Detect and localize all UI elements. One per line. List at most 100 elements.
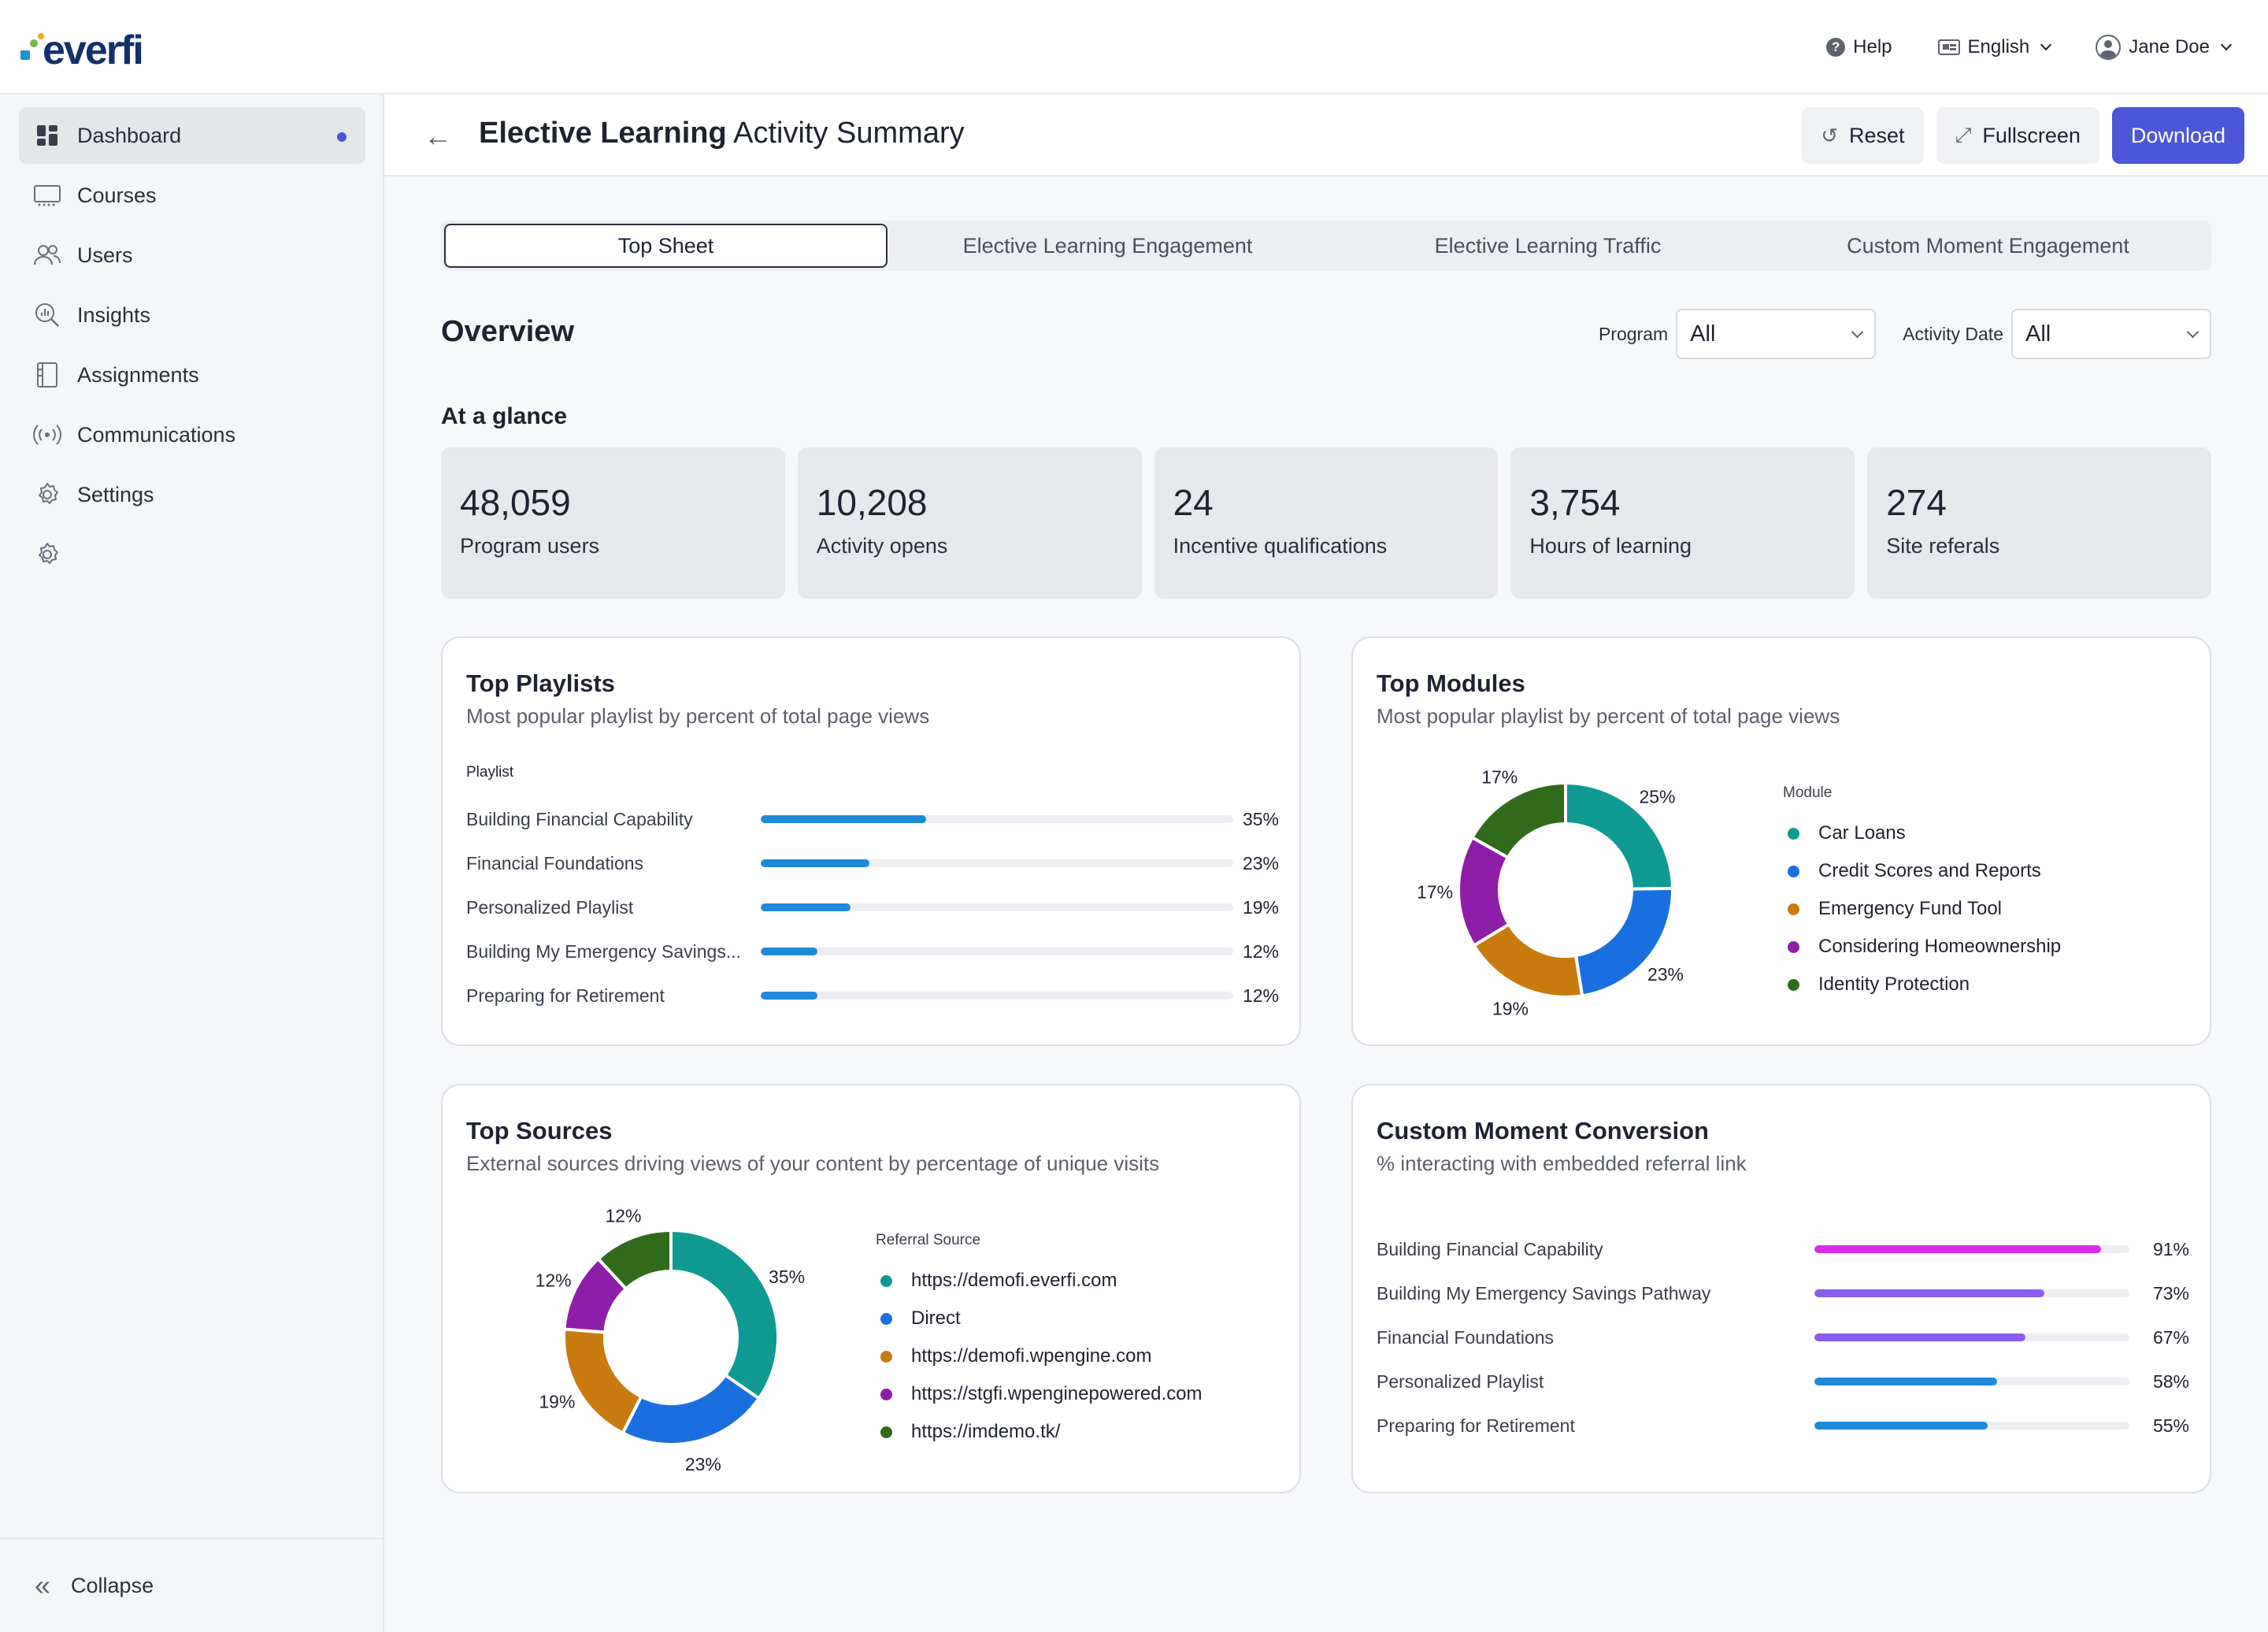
- bar-row: Personalized Playlist 19%: [466, 885, 1279, 929]
- stat-label: Program users: [460, 534, 600, 558]
- download-button[interactable]: Download: [2111, 107, 2244, 164]
- legend-label: Direct: [911, 1307, 961, 1329]
- sources-legend: Referral Source https://demofi.everfi.co…: [876, 1232, 1203, 1451]
- donut-slice[interactable]: [562, 1327, 643, 1436]
- bar-label: Building Financial Capability: [1377, 1238, 1603, 1259]
- tab-elective-learning-traffic[interactable]: Elective Learning Traffic: [1434, 233, 1662, 258]
- activity-date-select-value: All: [2025, 321, 2051, 347]
- bar-fill: [1814, 1245, 2101, 1253]
- bar-track: [1814, 1333, 2129, 1341]
- sidebar-nav: Dashboard Courses Users Insights Assi: [19, 107, 365, 586]
- sidebar-item-assignments[interactable]: Assignments: [19, 347, 365, 403]
- bar-label: Building Financial Capability: [466, 808, 693, 829]
- stat-card-activity-opens: 10,208 Activity opens: [797, 447, 1142, 599]
- stat-cards: 48,059 Program users 10,208 Activity ope…: [441, 447, 2211, 599]
- help-icon: ?: [1826, 38, 1846, 57]
- sidebar-item-users[interactable]: Users: [19, 227, 365, 284]
- collapse-button[interactable]: « Collapse: [0, 1537, 383, 1632]
- download-label: Download: [2130, 123, 2225, 147]
- slice-label: 25%: [1639, 787, 1675, 807]
- dashboard-icon: [33, 121, 61, 150]
- legend-label: https://demofi.everfi.com: [911, 1270, 1117, 1291]
- donut-slice[interactable]: [669, 1228, 780, 1401]
- bar-fill: [1814, 1289, 2044, 1297]
- bar-fill: [761, 903, 850, 911]
- stat-label: Hours of learning: [1529, 534, 1692, 558]
- overview-heading: Overview: [441, 315, 574, 348]
- card-subtitle: External sources driving views of your c…: [466, 1152, 1160, 1175]
- back-arrow-icon[interactable]: ←: [424, 120, 452, 152]
- stat-card-site-referals: 274 Site referals: [1867, 447, 2211, 599]
- legend-label: https://demofi.wpengine.com: [911, 1345, 1152, 1367]
- bar-row: Financial Foundations 23%: [466, 841, 1279, 885]
- sidebar-item-label: Insights: [77, 302, 151, 327]
- user-menu[interactable]: Jane Doe: [2096, 35, 2233, 60]
- donut-slice[interactable]: [1469, 781, 1567, 860]
- donut-slice[interactable]: [621, 1373, 762, 1446]
- bar-track: [1814, 1422, 2129, 1430]
- stat-value: 24: [1173, 482, 1214, 523]
- tab-elective-learning-engagement[interactable]: Elective Learning Engagement: [962, 233, 1253, 258]
- filters: Program All Activity Date All: [1599, 309, 2211, 359]
- stat-value: 48,059: [460, 482, 571, 523]
- at-a-glance-heading: At a glance: [441, 403, 568, 429]
- donut-slice[interactable]: [1573, 886, 1674, 998]
- bar-track: [1814, 1289, 2129, 1297]
- slice-label: 23%: [1647, 964, 1684, 985]
- bar-label: Building My Emergency Savings...: [466, 940, 741, 962]
- sidebar-item-label: Settings: [77, 482, 154, 506]
- bar-row: Building My Emergency Savings... 12%: [466, 929, 1279, 974]
- top-modules-card: Top Modules Most popular playlist by per…: [1351, 636, 2211, 1046]
- logo-text: everfi: [43, 28, 144, 73]
- activity-date-filter-label: Activity Date: [1903, 323, 2003, 344]
- sidebar-item-dashboard[interactable]: Dashboard: [19, 107, 365, 164]
- sidebar-item-courses[interactable]: Courses: [19, 167, 365, 224]
- sidebar-item-settings[interactable]: Settings: [19, 466, 365, 523]
- card-title: Top Playlists: [466, 669, 615, 697]
- card-title: Custom Moment Conversion: [1377, 1117, 1709, 1144]
- reset-button[interactable]: ↺ Reset: [1802, 107, 1924, 164]
- legend-item: https://demofi.everfi.com: [876, 1262, 1203, 1300]
- bar-value: 23%: [1242, 852, 1279, 873]
- sidebar-item-communications[interactable]: Communications: [19, 406, 365, 463]
- slice-label: 23%: [685, 1454, 721, 1471]
- help-link[interactable]: ? Help: [1826, 36, 1892, 58]
- stat-value: 274: [1886, 482, 1947, 523]
- bar-row: Preparing for Retirement 12%: [466, 974, 1279, 1018]
- program-select[interactable]: All: [1676, 309, 1877, 359]
- sidebar-item-insights[interactable]: Insights: [19, 287, 365, 343]
- card-subtitle: Most popular playlist by percent of tota…: [1377, 704, 1840, 728]
- everfi-logo[interactable]: everfi: [19, 22, 144, 73]
- slice-label: 19%: [539, 1392, 575, 1412]
- language-dropdown[interactable]: English: [1937, 36, 2052, 58]
- sidebar-item-settings-extra[interactable]: [19, 526, 365, 583]
- legend-dot: [880, 1274, 892, 1287]
- legend-label: https://stgfi.wpenginepowered.com: [911, 1383, 1203, 1404]
- bar-value: 91%: [2152, 1238, 2189, 1259]
- bar-row: Personalized Playlist 58%: [1377, 1359, 2189, 1404]
- bar-value: 12%: [1242, 985, 1279, 1006]
- legend-header: Referral Source: [876, 1232, 981, 1248]
- card-subtitle: % interacting with embedded referral lin…: [1377, 1152, 1747, 1175]
- tab-top-sheet[interactable]: Top Sheet: [444, 224, 888, 268]
- activity-date-select[interactable]: All: [2011, 309, 2211, 359]
- collapse-label: Collapse: [71, 1573, 154, 1597]
- legend-item: Car Loans: [1783, 814, 2061, 852]
- fullscreen-button[interactable]: ⤢ Fullscreen: [1936, 107, 2099, 164]
- donut-slice[interactable]: [595, 1228, 673, 1292]
- stat-value: 10,208: [816, 482, 928, 523]
- bar-label: Personalized Playlist: [466, 896, 634, 918]
- tab-custom-moment-engagement[interactable]: Custom Moment Engagement: [1847, 233, 2129, 258]
- page-title-bold: Elective Learning: [479, 117, 727, 150]
- communications-icon: [33, 421, 61, 449]
- stat-card-program-users: 48,059 Program users: [441, 447, 785, 599]
- bar-value: 35%: [1242, 808, 1279, 829]
- program-filter-label: Program: [1598, 323, 1669, 344]
- bar-fill: [761, 859, 869, 867]
- report-tabs: Top Sheet Elective Learning Engagement E…: [441, 221, 2211, 271]
- sources-donut-chart: 35% 23% 19% 12% 12%: [536, 1205, 806, 1471]
- bar-label: Preparing for Retirement: [1377, 1415, 1575, 1436]
- legend-dot: [1788, 978, 1799, 991]
- bar-label: Building My Emergency Savings Pathway: [1377, 1282, 1711, 1304]
- double-chevron-left-icon: «: [35, 1569, 51, 1601]
